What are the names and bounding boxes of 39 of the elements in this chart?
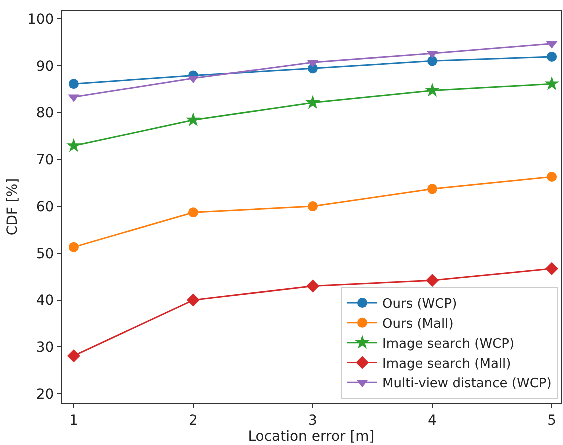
legend-label: Ours (Mall) bbox=[382, 317, 454, 332]
point bbox=[547, 172, 558, 182]
point bbox=[66, 138, 82, 152]
point bbox=[546, 262, 559, 276]
point bbox=[547, 52, 558, 62]
y-tick-label: 50 bbox=[36, 246, 54, 262]
point bbox=[68, 242, 79, 252]
point bbox=[306, 280, 320, 293]
x-tick-label: 4 bbox=[428, 412, 438, 429]
legend-label: Image search (WCP) bbox=[382, 336, 515, 352]
x-tick-label: 3 bbox=[308, 412, 318, 429]
x-axis-title: Location error [m] bbox=[248, 429, 375, 445]
x-tick-label: 2 bbox=[189, 412, 198, 429]
point bbox=[186, 294, 200, 307]
point bbox=[544, 76, 560, 90]
y-tick-label: 20 bbox=[36, 386, 54, 403]
point bbox=[308, 202, 318, 212]
y-tick-label: 60 bbox=[36, 199, 54, 216]
y-tick-label: 100 bbox=[27, 12, 54, 28]
point bbox=[428, 56, 438, 66]
y-tick-label: 30 bbox=[36, 340, 54, 356]
point bbox=[425, 83, 440, 97]
point bbox=[428, 184, 438, 194]
y-tick-label: 70 bbox=[36, 152, 54, 169]
x-tick-label: 1 bbox=[69, 412, 78, 429]
y-tick-label: 80 bbox=[36, 106, 54, 122]
point bbox=[68, 79, 79, 90]
point bbox=[188, 208, 198, 218]
y-axis-title: CDF [%] bbox=[5, 178, 22, 236]
legend-label: Multi-view distance (WCP) bbox=[382, 376, 552, 392]
legend-label: Image search (Mall) bbox=[382, 356, 512, 372]
y-tick-label: 90 bbox=[36, 58, 54, 75]
point bbox=[186, 112, 201, 126]
legend-label: Ours (WCP) bbox=[382, 297, 458, 312]
point bbox=[426, 274, 440, 288]
x-tick-label: 5 bbox=[548, 412, 556, 429]
y-tick-label: 40 bbox=[36, 293, 54, 310]
point bbox=[67, 350, 80, 363]
point bbox=[306, 95, 320, 110]
